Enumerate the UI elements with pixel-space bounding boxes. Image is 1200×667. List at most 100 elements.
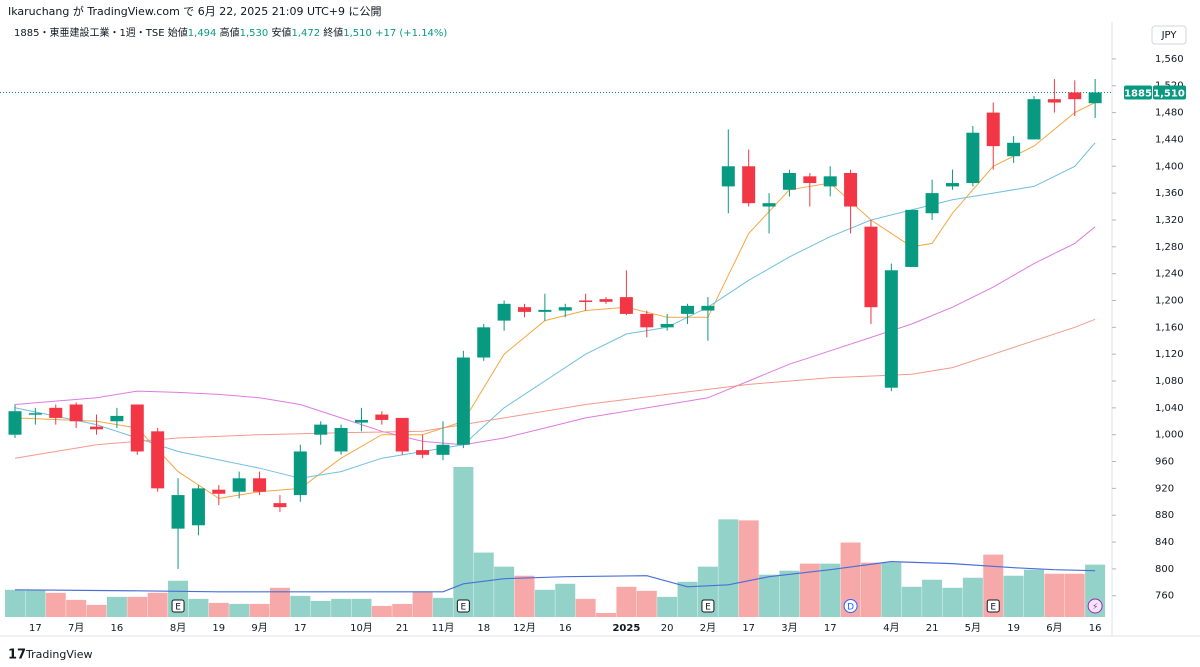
volume-bar [290, 595, 311, 617]
currency-box[interactable] [1151, 25, 1187, 45]
currency: JPY [1161, 30, 1178, 41]
y-tick-label: 960 [1155, 457, 1174, 468]
candle-body [681, 305, 695, 314]
x-tick-label: 16 [559, 623, 572, 634]
x-tick-label: 11月 [432, 622, 455, 634]
y-tick-label: 1,320 [1155, 215, 1184, 226]
volume-bar [1024, 569, 1044, 617]
moving-average [14, 318, 1096, 459]
x-tick-label: 20 [661, 623, 674, 634]
volume-ma [14, 560, 1096, 593]
event-marker [843, 599, 858, 613]
volume-bar [799, 563, 820, 617]
moving-average [14, 226, 1096, 446]
volume-bar [45, 592, 66, 617]
x-tick-label: 12月 [513, 622, 536, 634]
l-label: 安値 [271, 26, 291, 39]
candle-body [151, 431, 165, 489]
candle-body [905, 209, 919, 267]
x-tick-label: 18 [477, 623, 490, 634]
candle-body [334, 427, 348, 452]
volume-bar [147, 592, 168, 617]
candle-body [497, 303, 511, 321]
o-label: 始値 [168, 26, 188, 39]
y-tick-label: 1,160 [1155, 322, 1184, 333]
event-label: E [461, 603, 467, 613]
volume-bar [616, 586, 637, 617]
candle-body [1007, 142, 1021, 157]
volume-bar [188, 598, 209, 617]
event-marker [701, 599, 715, 613]
c-value: 1,510 [343, 28, 372, 39]
event-marker [456, 599, 470, 613]
y-tick-label: 920 [1155, 483, 1174, 494]
volume-bar [1003, 575, 1024, 617]
h-label: 高値 [220, 26, 240, 39]
footer: 𝟭𝟳 TradingView [8, 648, 92, 663]
candle-body [1068, 92, 1082, 100]
candle-body [395, 417, 409, 452]
volume-bar [860, 562, 881, 617]
y-tick-label: 1,400 [1155, 161, 1184, 172]
price-badge-label: 1,510 [1153, 88, 1185, 99]
volume-bar [718, 519, 739, 617]
candle-body [701, 305, 715, 311]
volume-bar [636, 590, 657, 617]
candle-body [28, 413, 42, 415]
y-tick-label: 1,280 [1155, 242, 1184, 253]
x-tick-label: 9月 [251, 622, 267, 634]
h-value: 1,530 [240, 28, 269, 39]
x-tick-label: 7月 [68, 622, 84, 634]
volume-bar [901, 586, 922, 617]
candle-body [558, 307, 572, 311]
volume-bar [1064, 573, 1085, 617]
volume-bar [514, 575, 535, 617]
volume-bar [555, 583, 576, 617]
x-tick-label: 16 [111, 623, 124, 634]
volume-bar [494, 566, 515, 617]
x-tick-label: 17 [29, 623, 42, 634]
volume-bar [25, 589, 46, 617]
volume-bar [738, 520, 759, 617]
y-tick-label: 1,040 [1155, 403, 1184, 414]
y-tick-label: 1,440 [1155, 134, 1184, 145]
candle-body [864, 226, 878, 308]
x-tick-label: 19 [212, 623, 225, 634]
volume-bar [759, 574, 780, 617]
volume-bar [208, 602, 229, 617]
volume-bar [106, 596, 127, 617]
candle-body [640, 313, 654, 328]
volume-bar [779, 570, 800, 617]
candle-body [945, 183, 959, 187]
candle-body [375, 414, 389, 420]
candle-body [253, 478, 267, 492]
x-tick-label: 2025 [612, 623, 640, 634]
volume-bar [1044, 573, 1065, 617]
y-tick-label: 1,560 [1155, 54, 1184, 65]
x-tick-label: 19 [1007, 623, 1020, 634]
x-tick-label: 21 [396, 623, 409, 634]
candle-body [232, 478, 246, 492]
candle-body [538, 309, 552, 312]
change: +17 (+1.14%) [375, 28, 447, 39]
candle-body [130, 404, 144, 452]
candle-body [844, 172, 858, 207]
x-tick-label: 17 [742, 623, 755, 634]
candle-body [49, 407, 63, 418]
x-tick-label: 6月 [1046, 622, 1062, 634]
volume-bar [473, 552, 494, 617]
candle-body [742, 166, 756, 204]
volume-bar [942, 587, 963, 617]
candle-body [619, 297, 633, 314]
volume-bar [962, 577, 983, 617]
c-label: 終値 [323, 26, 343, 39]
candle-body [69, 404, 83, 422]
y-tick-label: 1,000 [1155, 430, 1184, 441]
candle-body [599, 299, 613, 302]
volume-bar [657, 596, 678, 617]
logo-mark: 𝟭𝟳 [8, 648, 26, 663]
candle-body [762, 203, 776, 207]
event-label: E [705, 603, 711, 613]
volume-bar [820, 563, 841, 617]
volume-bar [881, 562, 902, 617]
